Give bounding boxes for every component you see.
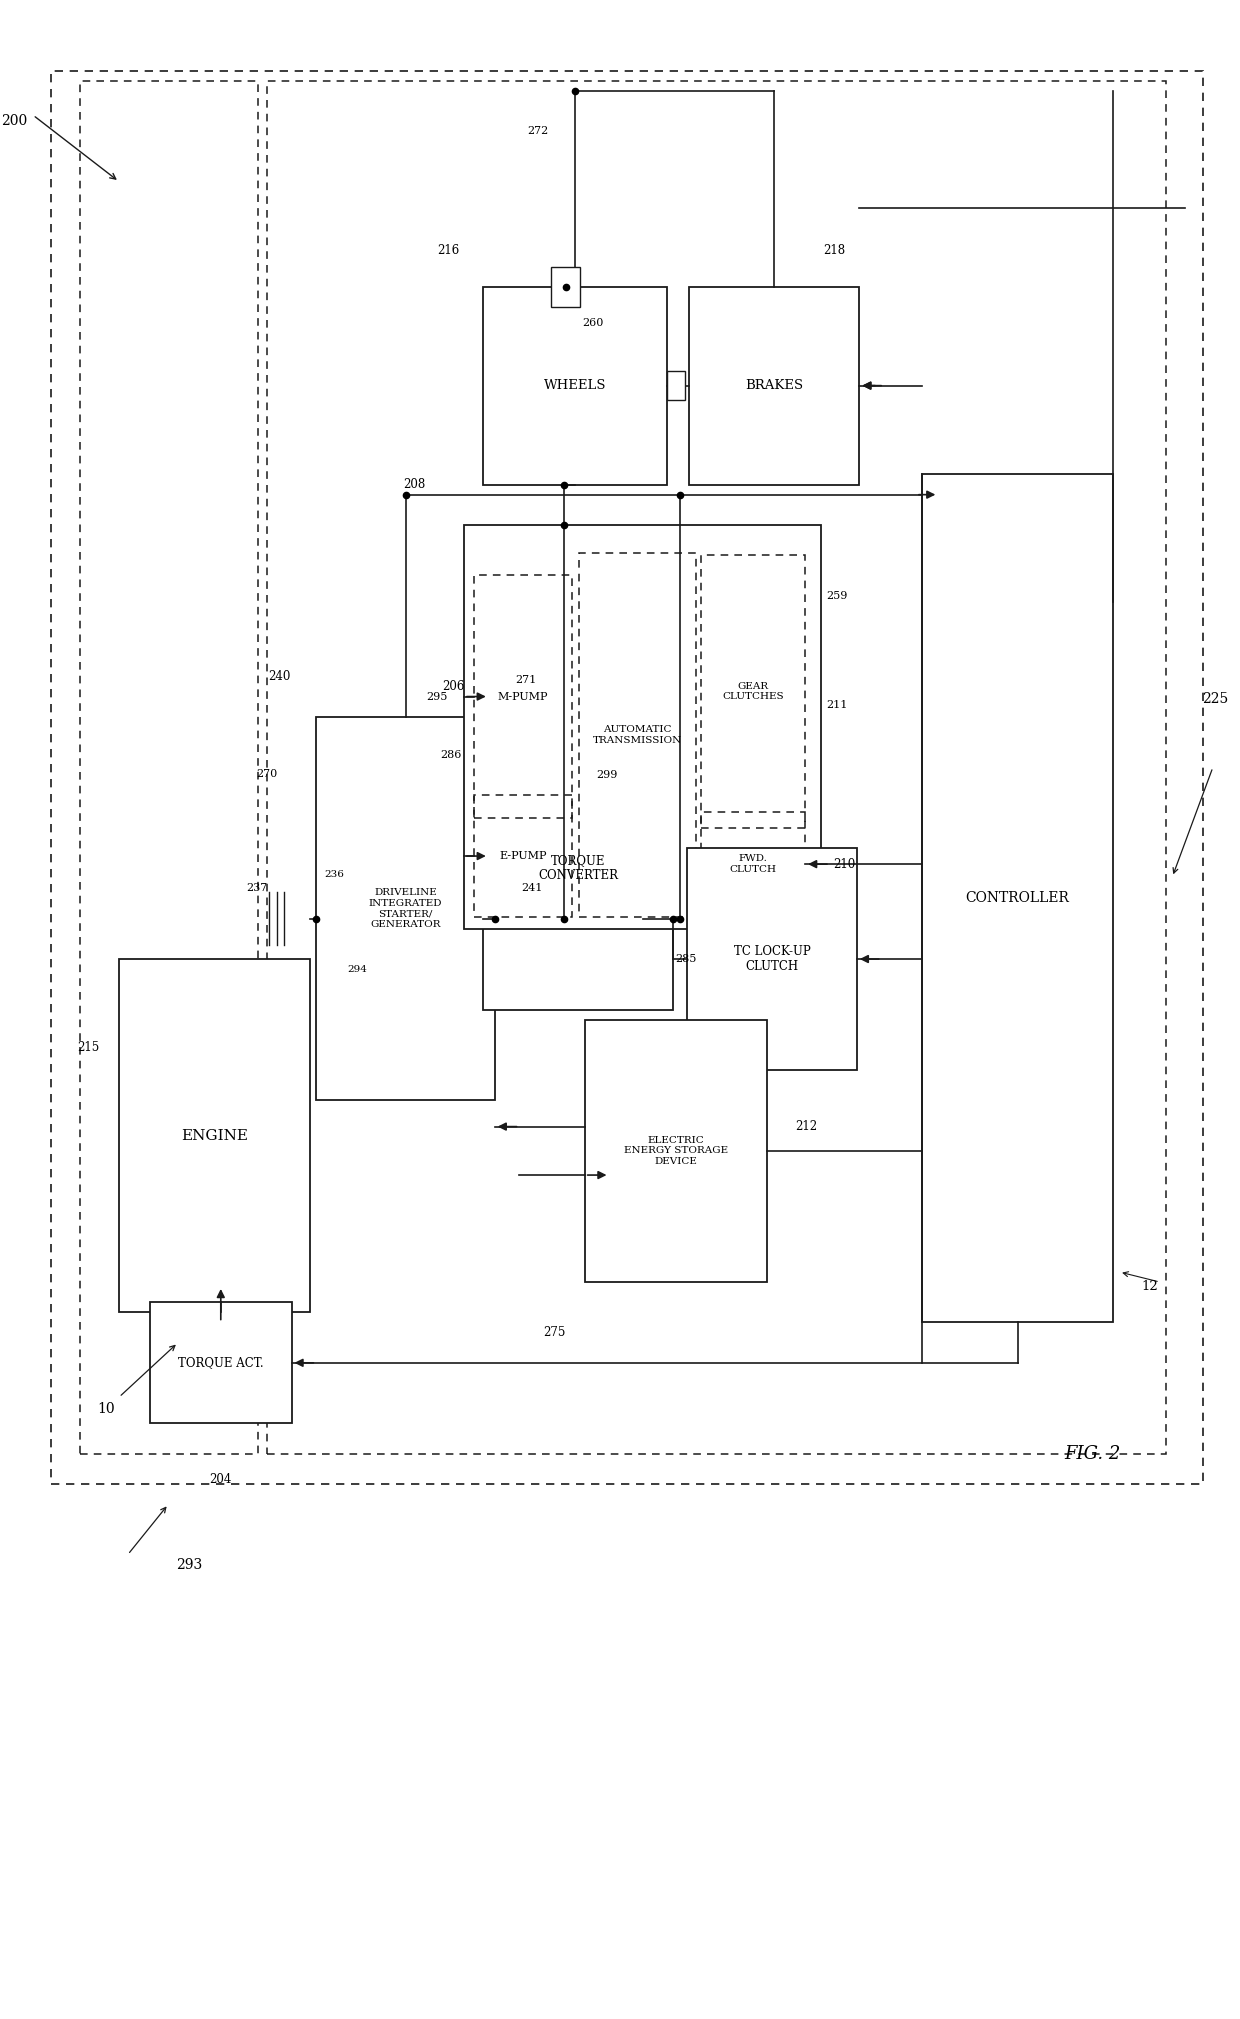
Text: 211: 211 [827, 701, 848, 711]
Text: 204: 204 [210, 1474, 232, 1486]
Bar [579, 553, 696, 917]
Text: 293: 293 [176, 1559, 203, 1571]
Bar [482, 727, 673, 1010]
Bar [474, 575, 573, 818]
Text: GEAR
CLUTCHES: GEAR CLUTCHES [722, 682, 784, 701]
Text: 272: 272 [527, 127, 548, 135]
Bar [689, 287, 859, 485]
Text: 206: 206 [441, 680, 464, 693]
Text: 210: 210 [833, 858, 856, 870]
Text: ELECTRIC
ENERGY STORAGE
DEVICE: ELECTRIC ENERGY STORAGE DEVICE [624, 1137, 728, 1165]
Text: 299: 299 [596, 771, 618, 779]
Text: WHEELS: WHEELS [543, 380, 606, 392]
Text: M-PUMP: M-PUMP [498, 693, 548, 701]
Text: 225: 225 [1203, 693, 1229, 705]
Text: TORQUE
CONVERTER: TORQUE CONVERTER [538, 854, 618, 882]
Text: CONTROLLER: CONTROLLER [966, 892, 1070, 905]
Text: 241: 241 [521, 884, 542, 892]
Bar [667, 371, 684, 400]
Text: DRIVELINE
INTEGRATED
STARTER/
GENERATOR: DRIVELINE INTEGRATED STARTER/ GENERATOR [368, 888, 443, 929]
Text: 236: 236 [325, 870, 345, 878]
Bar [150, 1302, 291, 1423]
Bar [551, 267, 580, 307]
Text: 259: 259 [827, 592, 848, 600]
Bar [687, 848, 857, 1070]
Text: 260: 260 [582, 319, 604, 327]
Text: 240: 240 [268, 670, 290, 682]
Bar [474, 795, 573, 917]
Bar [585, 1020, 768, 1282]
Text: 294: 294 [347, 965, 367, 973]
Bar [923, 474, 1114, 1322]
Text: FIG. 2: FIG. 2 [1064, 1446, 1121, 1462]
Bar [316, 717, 495, 1100]
Text: E-PUMP: E-PUMP [500, 852, 547, 860]
Text: 216: 216 [436, 244, 459, 256]
Text: ENGINE: ENGINE [181, 1129, 248, 1143]
Text: 237: 237 [247, 884, 268, 892]
Text: 208: 208 [404, 479, 425, 491]
Text: 285: 285 [675, 955, 697, 963]
Text: 295: 295 [427, 693, 448, 701]
Bar [51, 71, 1203, 1484]
Bar [464, 525, 821, 929]
Text: 270: 270 [257, 769, 278, 779]
Text: 12: 12 [1142, 1280, 1158, 1292]
Text: 215: 215 [77, 1042, 99, 1054]
Text: FWD.
CLUTCH: FWD. CLUTCH [729, 854, 776, 874]
Text: TC LOCK-UP
CLUTCH: TC LOCK-UP CLUTCH [734, 945, 810, 973]
Text: 212: 212 [795, 1121, 817, 1133]
Bar [119, 959, 310, 1312]
Bar [482, 287, 667, 485]
Text: 271: 271 [515, 676, 536, 684]
Bar [79, 81, 258, 1454]
Text: 200: 200 [1, 115, 27, 127]
Bar [701, 555, 805, 828]
Bar [701, 812, 805, 917]
Text: 218: 218 [823, 244, 844, 256]
Text: AUTOMATIC
TRANSMISSION: AUTOMATIC TRANSMISSION [593, 725, 682, 745]
Text: 286: 286 [440, 751, 461, 759]
Text: 10: 10 [98, 1403, 115, 1415]
Bar [267, 81, 1166, 1454]
Text: 275: 275 [543, 1326, 565, 1339]
Text: BRAKES: BRAKES [745, 380, 804, 392]
Text: TORQUE ACT.: TORQUE ACT. [179, 1357, 264, 1369]
